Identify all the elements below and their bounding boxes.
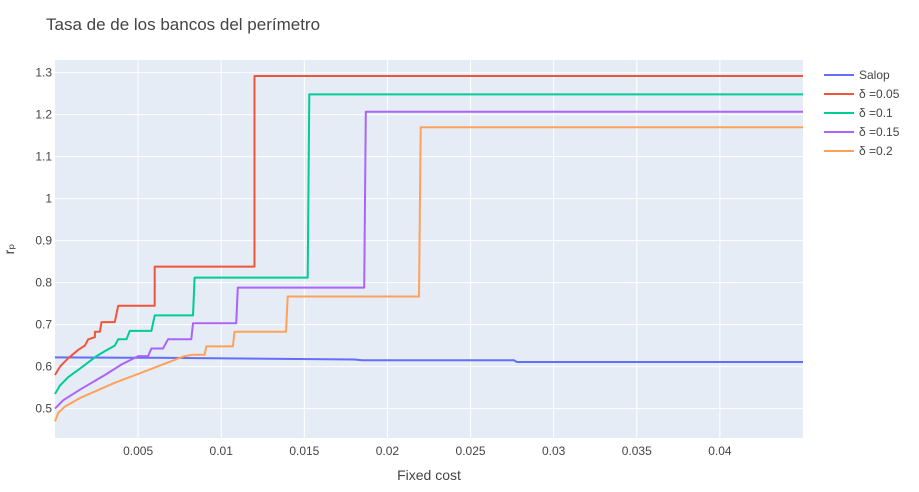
legend-label: δ =0.2 <box>859 144 893 158</box>
series-line-1 <box>54 75 803 376</box>
x-axis-title: Fixed cost <box>397 467 461 483</box>
y-tick-label: 0.8 <box>35 276 52 290</box>
grid <box>55 60 803 438</box>
legend-item[interactable]: δ =0.15 <box>824 125 900 139</box>
series-line-3 <box>54 110 803 410</box>
y-tick-label: 1 <box>45 192 52 206</box>
legend-item[interactable]: Salop <box>824 68 890 82</box>
y-tick-label: 0.9 <box>35 234 52 248</box>
x-tick-label: 0.04 <box>708 444 732 458</box>
y-tick-label: 1.3 <box>35 66 52 80</box>
legend-item[interactable]: δ =0.2 <box>824 144 893 158</box>
legend-label: δ =0.05 <box>859 87 900 101</box>
legend-label: δ =0.1 <box>859 106 893 120</box>
y-tick-label: 0.7 <box>35 318 52 332</box>
x-tick-label: 0.005 <box>123 444 153 458</box>
y-tick-label: 0.5 <box>35 402 52 416</box>
legend-item[interactable]: δ =0.05 <box>824 87 900 101</box>
tick-labels: 0.005 0.01 0.015 0.02 0.025 0.03 0.035 0.04 0.5 0… <box>35 66 732 458</box>
chart-title: Tasa de de los bancos del perímetro <box>46 15 320 34</box>
x-tick-label: 0.035 <box>622 444 652 458</box>
x-tick-label: 0.015 <box>289 444 319 458</box>
series-line-2 <box>54 93 803 395</box>
legend: Salop δ =0.05 δ =0.1 δ =0.15 δ =0.2 <box>824 68 900 158</box>
series-lines <box>54 75 803 422</box>
y-axis-title: rₚ <box>1 244 17 255</box>
series-line-4 <box>54 126 803 422</box>
legend-label: δ =0.15 <box>859 125 900 139</box>
legend-label: Salop <box>859 68 890 82</box>
y-tick-label: 0.6 <box>35 360 52 374</box>
x-tick-label: 0.01 <box>210 444 234 458</box>
legend-item[interactable]: δ =0.1 <box>824 106 893 120</box>
x-tick-label: 0.02 <box>376 444 400 458</box>
x-tick-label: 0.025 <box>456 444 486 458</box>
x-tick-label: 0.03 <box>542 444 566 458</box>
y-tick-label: 1.2 <box>35 108 52 122</box>
series-line-0 <box>54 356 803 363</box>
y-tick-label: 1.1 <box>35 150 52 164</box>
plot-area <box>55 60 803 438</box>
